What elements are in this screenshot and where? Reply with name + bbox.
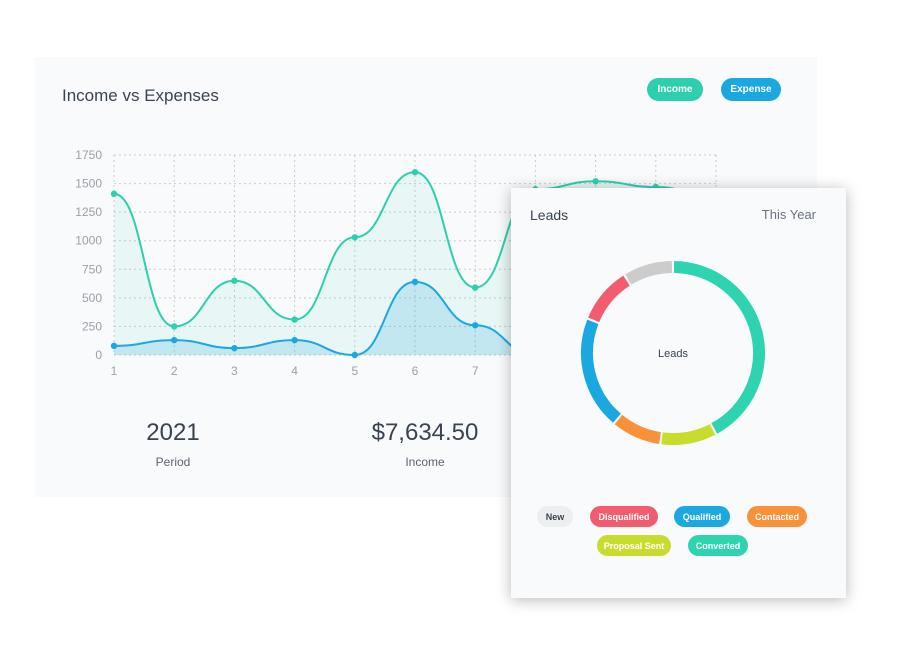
expense-point[interactable] (231, 344, 238, 352)
leads-donut-chart: Leads (581, 261, 765, 445)
period-value: 2021 (146, 419, 200, 446)
expense-point[interactable] (411, 278, 419, 286)
income-label: Income (405, 455, 445, 469)
expense-point[interactable] (351, 351, 358, 359)
income-point[interactable] (592, 178, 599, 185)
x-tick-label: 7 (472, 364, 479, 378)
legend-disqualified[interactable]: Disqualified (590, 506, 658, 527)
y-tick-label: 1500 (75, 177, 102, 191)
y-tick-label: 750 (82, 262, 102, 276)
income-point[interactable] (411, 168, 419, 176)
x-tick-label: 1 (111, 364, 118, 378)
x-tick-label: 6 (412, 364, 419, 378)
legend-contacted[interactable]: Contacted (747, 506, 807, 527)
x-tick-label: 4 (291, 364, 298, 378)
income-point[interactable] (291, 316, 298, 323)
donut-center-label: Leads (658, 348, 688, 360)
donut-segment-converted[interactable] (673, 261, 765, 434)
donut-segment-disqualified[interactable] (588, 275, 630, 323)
chart-title: Income vs Expenses (62, 86, 219, 105)
income-point[interactable] (472, 284, 479, 291)
donut-segment-contacted[interactable] (614, 414, 662, 444)
donut-segment-proposal-sent[interactable] (661, 423, 716, 445)
x-tick-label: 2 (171, 364, 178, 378)
income-point[interactable] (231, 277, 238, 284)
y-tick-label: 1000 (75, 234, 102, 248)
expense-point[interactable] (291, 336, 298, 344)
legend-proposal-sent[interactable]: Proposal Sent (597, 535, 671, 556)
income-point[interactable] (110, 190, 118, 198)
income-point[interactable] (351, 234, 358, 241)
legend-new[interactable]: New (537, 506, 573, 527)
y-tick-label: 250 (82, 319, 102, 333)
legend-expense[interactable]: Expense (721, 78, 781, 101)
x-tick-label: 3 (231, 364, 238, 378)
y-tick-label: 0 (95, 348, 102, 362)
x-tick-label: 5 (351, 364, 358, 378)
expense-point[interactable] (110, 342, 118, 350)
y-tick-label: 1250 (75, 205, 102, 219)
period-label: Period (155, 455, 191, 469)
legend-income[interactable]: Income (647, 78, 703, 101)
donut-segment-qualified[interactable] (581, 319, 621, 423)
leads-title: Leads (530, 207, 569, 223)
y-tick-label: 1750 (75, 148, 102, 162)
legend-converted[interactable]: Converted (688, 535, 748, 556)
y-tick-label: 500 (82, 291, 102, 305)
donut-segment-new[interactable] (625, 261, 673, 285)
legend-qualified[interactable]: Qualified (674, 506, 730, 527)
leads-period-select[interactable]: This Year (761, 207, 816, 222)
income-value: $7,634.50 (371, 419, 479, 446)
expense-area (114, 281, 716, 355)
income-point[interactable] (171, 323, 178, 330)
expense-point[interactable] (472, 322, 479, 329)
expense-point[interactable] (171, 336, 178, 344)
leads-panel: Leads This Year Leads New Disqualified Q… (511, 188, 846, 598)
